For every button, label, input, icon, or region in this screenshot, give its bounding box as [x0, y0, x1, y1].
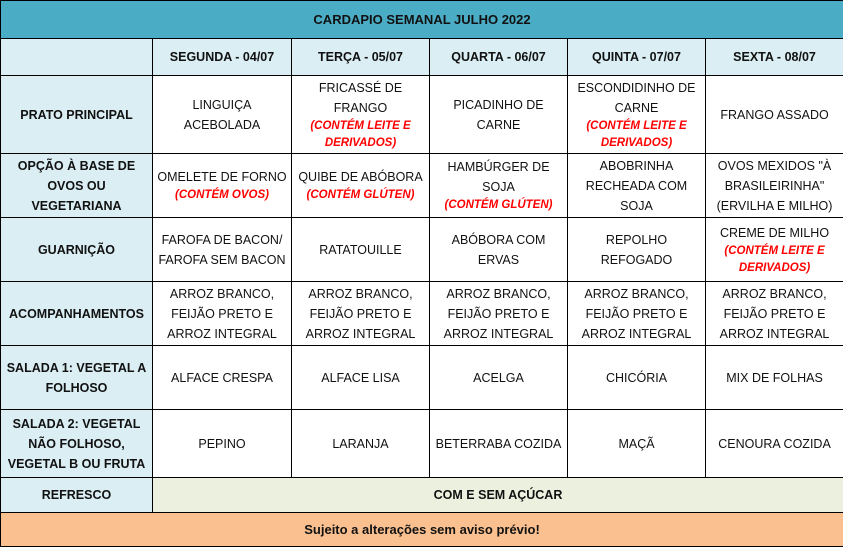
- menu-cell: ALFACE CRESPA: [153, 346, 292, 410]
- menu-cell: MIX DE FOLHAS: [706, 346, 843, 410]
- menu-cell: ARROZ BRANCO, FEIJÃO PRETO E ARROZ INTEG…: [706, 282, 843, 346]
- menu-cell: LINGUIÇA ACEBOLADA: [153, 76, 292, 154]
- day-header: TERÇA - 05/07: [292, 39, 430, 76]
- dish-name: QUIBE DE ABÓBORA: [298, 170, 422, 184]
- menu-cell: ABÓBORA COM ERVAS: [430, 218, 568, 282]
- dish-name: ARROZ BRANCO, FEIJÃO PRETO E ARROZ INTEG…: [167, 287, 277, 341]
- dish-name: FRANGO ASSADO: [720, 108, 828, 122]
- menu-cell: RATATOUILLE: [292, 218, 430, 282]
- dish-name: HAMBÚRGER DE SOJA: [447, 160, 549, 194]
- menu-cell: ESCONDIDINHO DE CARNE(CONTÉM LEITE E DER…: [568, 76, 706, 154]
- dish-name: CREME DE MILHO: [720, 226, 829, 240]
- menu-title: CARDAPIO SEMANAL JULHO 2022: [1, 1, 843, 39]
- menu-cell: QUIBE DE ABÓBORA (CONTÉM GLÚTEN): [292, 154, 430, 218]
- menu-cell: PEPINO: [153, 410, 292, 478]
- menu-cell: OMELETE DE FORNO (CONTÉM OVOS): [153, 154, 292, 218]
- dish-name: ALFACE LISA: [321, 371, 400, 385]
- menu-row: ACOMPANHAMENTOS ARROZ BRANCO, FEIJÃO PRET…: [1, 282, 843, 346]
- dish-name: CHICÓRIA: [606, 371, 667, 385]
- menu-cell: ARROZ BRANCO, FEIJÃO PRETO E ARROZ INTEG…: [430, 282, 568, 346]
- dish-name: ALFACE CRESPA: [171, 371, 273, 385]
- day-header: SEXTA - 08/07: [706, 39, 843, 76]
- menu-cell: PICADINHO DE CARNE: [430, 76, 568, 154]
- dish-name: ESCONDIDINHO DE CARNE: [577, 81, 695, 115]
- menu-cell: REPOLHO REFOGADO: [568, 218, 706, 282]
- dish-name: ABÓBORA COM ERVAS: [452, 233, 546, 267]
- dish-name: PICADINHO DE CARNE: [453, 98, 543, 132]
- footer-notice: Sujeito a alterações sem aviso prévio!: [1, 513, 843, 547]
- allergen-note: (CONTÉM GLÚTEN): [433, 197, 564, 214]
- menu-cell: FAROFA DE BACON/ FAROFA SEM BACON: [153, 218, 292, 282]
- menu-cell: MAÇÃ: [568, 410, 706, 478]
- menu-cell: LARANJA: [292, 410, 430, 478]
- row-label: REFRESCO: [1, 478, 153, 513]
- menu-cell: ACELGA: [430, 346, 568, 410]
- row-label: SALADA 2: VEGETAL NÃO FOLHOSO, VEGETAL B…: [1, 410, 153, 478]
- dish-name: ACELGA: [473, 371, 524, 385]
- dish-name: OVOS MEXIDOS "À BRASILEIRINHA" (ERVILHA …: [717, 159, 833, 213]
- dish-name: ARROZ BRANCO, FEIJÃO PRETO E ARROZ INTEG…: [444, 287, 554, 341]
- dish-name: REPOLHO REFOGADO: [601, 233, 673, 267]
- dish-name: RATATOUILLE: [319, 243, 401, 257]
- dish-name: FRICASSÉ DE FRANGO: [319, 81, 402, 115]
- menu-cell: ALFACE LISA: [292, 346, 430, 410]
- dish-name: ABOBRINHA RECHEADA COM SOJA: [586, 159, 687, 213]
- row-label: GUARNIÇÃO: [1, 218, 153, 282]
- dish-name: ARROZ BRANCO, FEIJÃO PRETO E ARROZ INTEG…: [306, 287, 416, 341]
- menu-cell: CREME DE MILHO (CONTÉM LEITE E DERIVADOS): [706, 218, 843, 282]
- allergen-note: (CONTÉM LEITE E DERIVADOS): [709, 243, 840, 277]
- dish-name: OMELETE DE FORNO: [157, 170, 286, 184]
- menu-cell: HAMBÚRGER DE SOJA (CONTÉM GLÚTEN): [430, 154, 568, 218]
- allergen-note: (CONTÉM OVOS): [156, 187, 288, 204]
- menu-row: SALADA 2: VEGETAL NÃO FOLHOSO, VEGETAL B…: [1, 410, 843, 478]
- menu-cell: OVOS MEXIDOS "À BRASILEIRINHA" (ERVILHA …: [706, 154, 843, 218]
- header-row: SEGUNDA - 04/07 TERÇA - 05/07 QUARTA - 0…: [1, 39, 843, 76]
- menu-cell: ABOBRINHA RECHEADA COM SOJA: [568, 154, 706, 218]
- row-label: SALADA 1: VEGETAL A FOLHOSO: [1, 346, 153, 410]
- menu-cell: FRICASSÉ DE FRANGO(CONTÉM LEITE E DERIVA…: [292, 76, 430, 154]
- menu-cell: CHICÓRIA: [568, 346, 706, 410]
- day-header: SEGUNDA - 04/07: [153, 39, 292, 76]
- dish-name: ARROZ BRANCO, FEIJÃO PRETO E ARROZ INTEG…: [720, 287, 830, 341]
- allergen-note: (CONTÉM LEITE E DERIVADOS): [571, 118, 702, 152]
- menu-row: SALADA 1: VEGETAL A FOLHOSO ALFACE CRESPA…: [1, 346, 843, 410]
- day-header: QUINTA - 07/07: [568, 39, 706, 76]
- menu-cell: ARROZ BRANCO, FEIJÃO PRETO E ARROZ INTEG…: [568, 282, 706, 346]
- refresco-value: COM E SEM AÇÚCAR: [153, 478, 843, 513]
- dish-name: LARANJA: [332, 437, 388, 451]
- dish-name: CENOURA COZIDA: [718, 437, 831, 451]
- row-label: OPÇÃO À BASE DE OVOS OU VEGETARIANA: [1, 154, 153, 218]
- menu-cell: FRANGO ASSADO: [706, 76, 843, 154]
- row-label: ACOMPANHAMENTOS: [1, 282, 153, 346]
- dish-name: FAROFA DE BACON/ FAROFA SEM BACON: [158, 233, 285, 267]
- dish-name: MAÇÃ: [618, 437, 654, 451]
- dish-name: PEPINO: [198, 437, 245, 451]
- menu-row: PRATO PRINCIPAL LINGUIÇA ACEBOLADA FRICASS…: [1, 76, 843, 154]
- menu-cell: ARROZ BRANCO, FEIJÃO PRETO E ARROZ INTEG…: [292, 282, 430, 346]
- dish-name: ARROZ BRANCO, FEIJÃO PRETO E ARROZ INTEG…: [582, 287, 692, 341]
- menu-cell: CENOURA COZIDA: [706, 410, 843, 478]
- menu-cell: BETERRABA COZIDA: [430, 410, 568, 478]
- row-label: PRATO PRINCIPAL: [1, 76, 153, 154]
- corner-cell: [1, 39, 153, 76]
- menu-cell: ARROZ BRANCO, FEIJÃO PRETO E ARROZ INTEG…: [153, 282, 292, 346]
- refresco-row: REFRESCO COM E SEM AÇÚCAR: [1, 478, 843, 513]
- dish-name: MIX DE FOLHAS: [726, 371, 823, 385]
- allergen-note: (CONTÉM GLÚTEN): [295, 187, 426, 204]
- day-header: QUARTA - 06/07: [430, 39, 568, 76]
- dish-name: LINGUIÇA ACEBOLADA: [184, 98, 260, 132]
- dish-name: BETERRABA COZIDA: [436, 437, 562, 451]
- allergen-note: (CONTÉM LEITE E DERIVADOS): [295, 118, 426, 152]
